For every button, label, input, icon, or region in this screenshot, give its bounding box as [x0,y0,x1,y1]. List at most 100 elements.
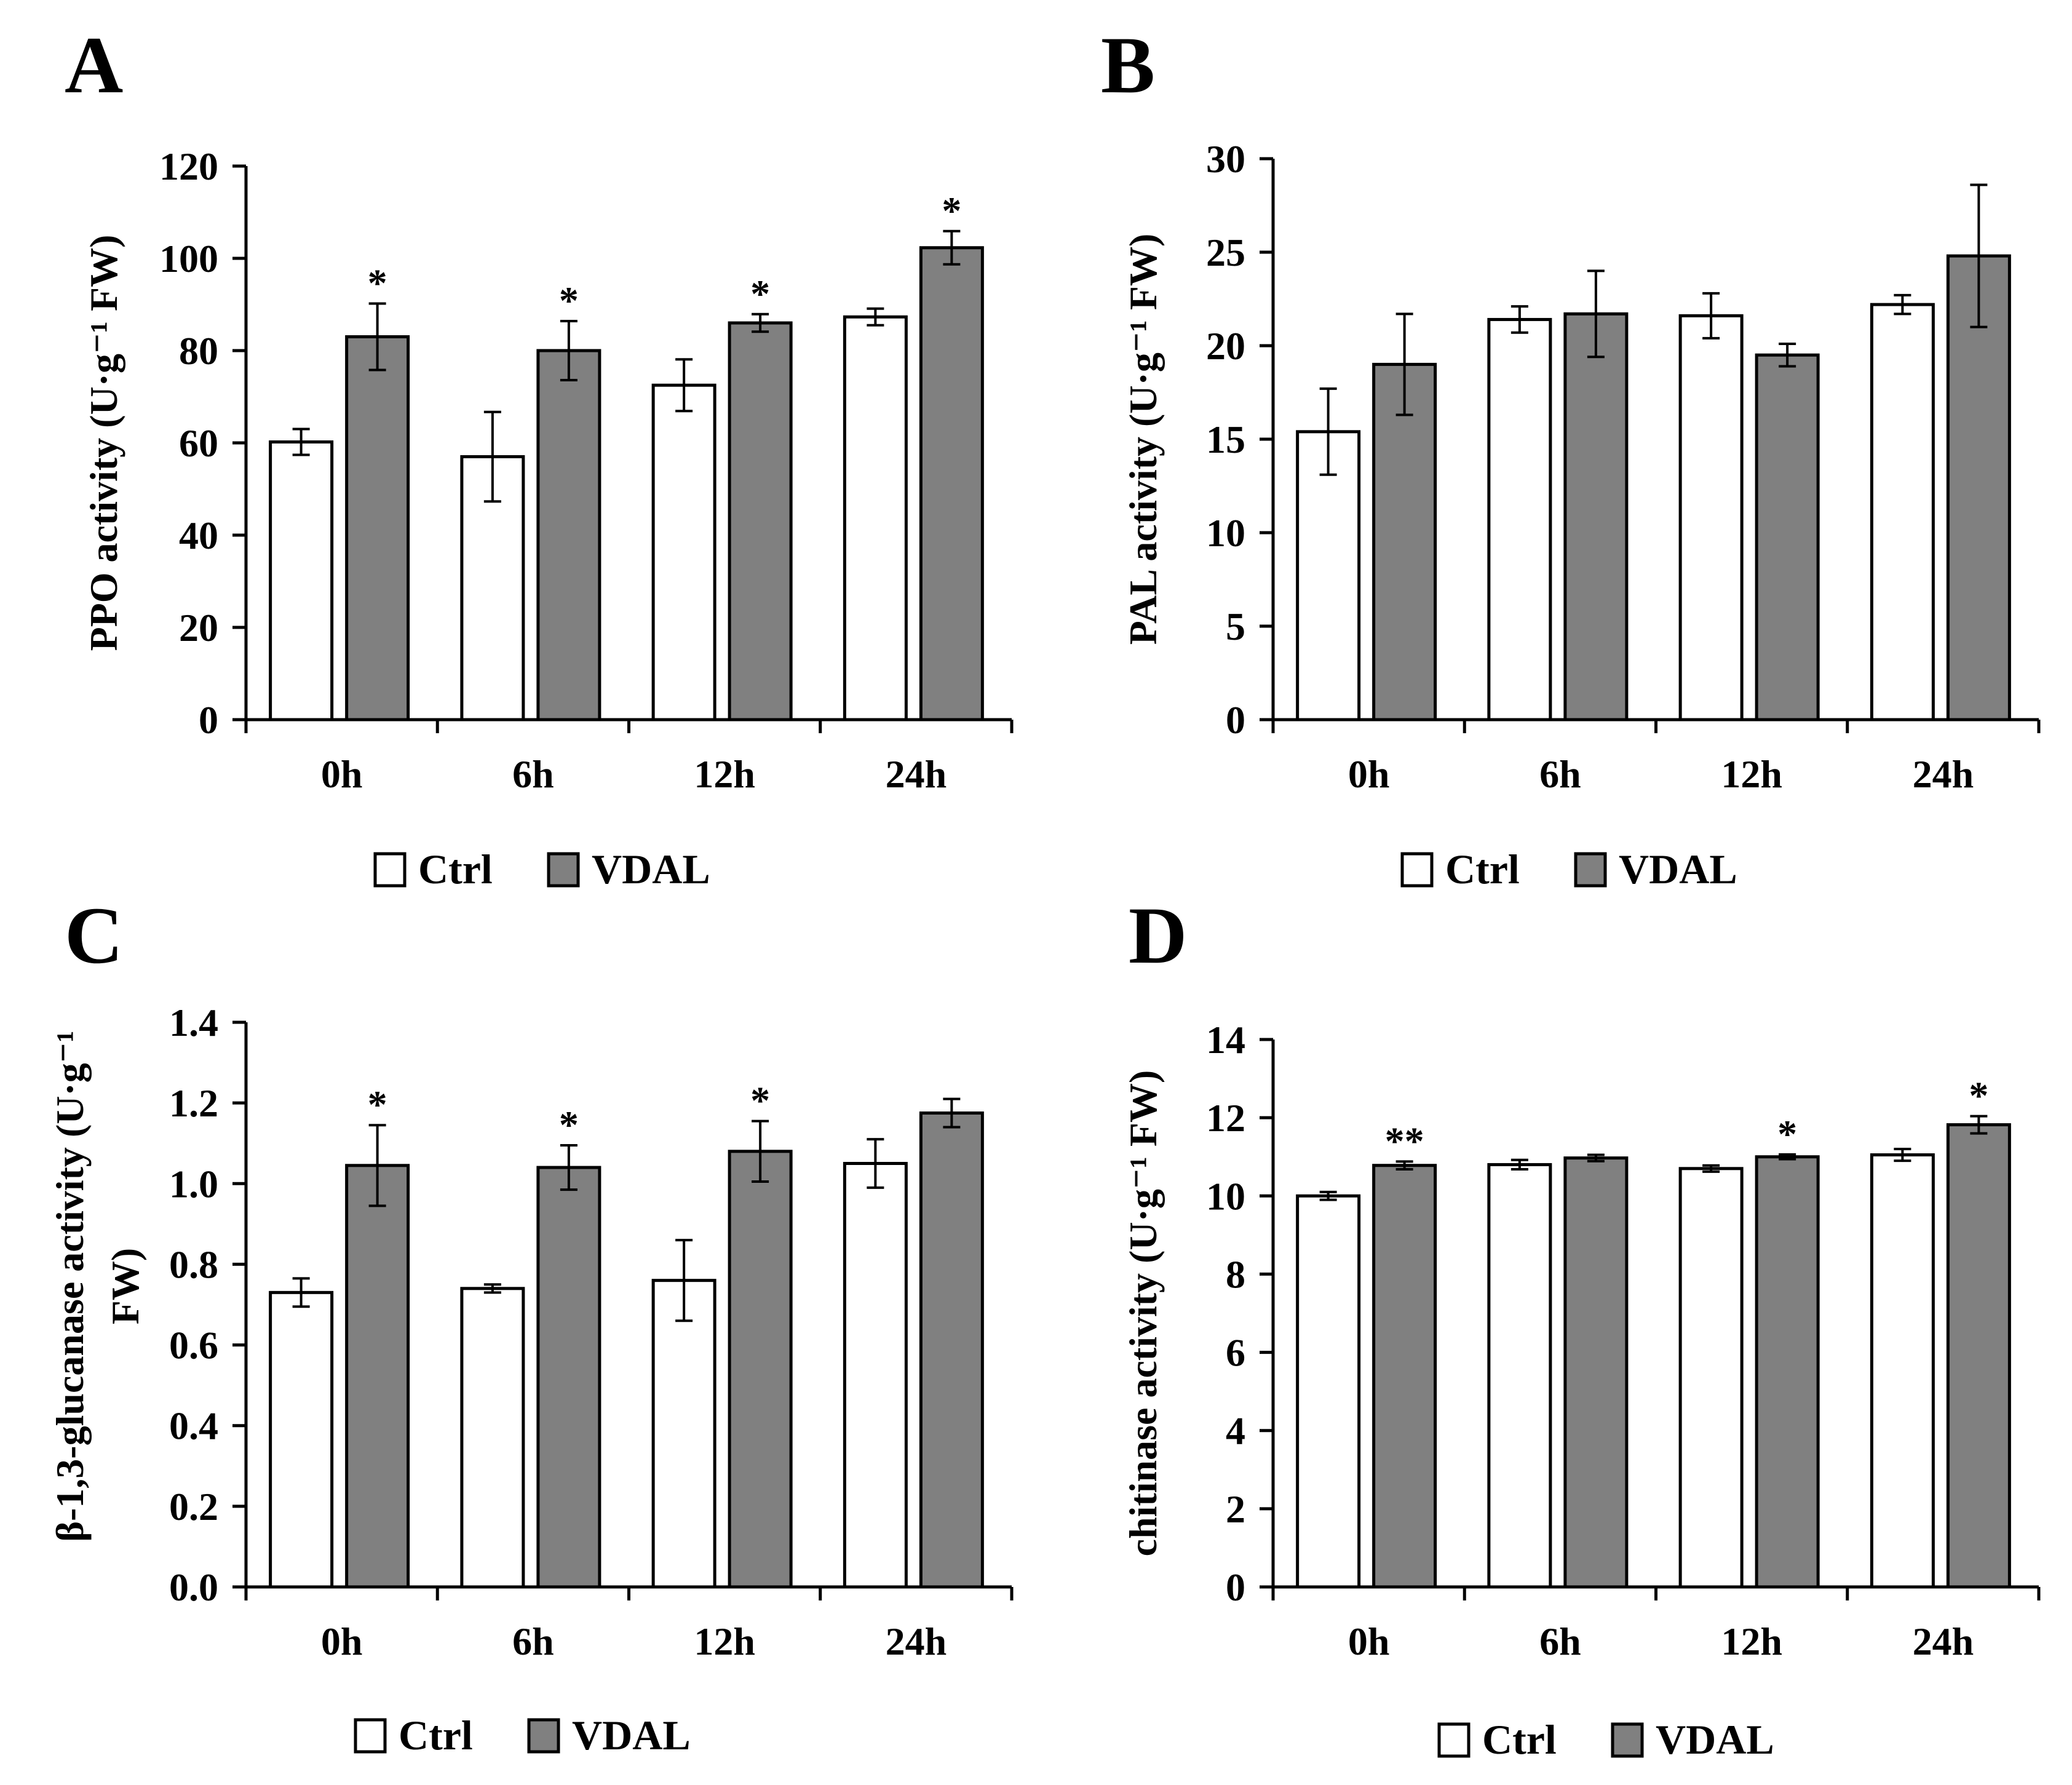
panel-label: C [65,890,123,980]
x-tick-label: 6h [1539,1620,1581,1663]
y-tick-label: 0.0 [169,1565,218,1609]
legend-swatch-ctrl [1437,1722,1471,1758]
x-tick-label: 0h [1348,752,1390,796]
bar-ctrl [460,1287,525,1589]
x-tick-label: 6h [512,752,554,796]
y-tick-label: 14 [1206,1018,1245,1062]
legend: Ctrl VDAL [354,1712,691,1759]
significance-marker: * [559,279,579,322]
bar-vdal [1946,1123,2011,1589]
y-tick-label: 2 [1226,1487,1245,1531]
bar-ctrl [651,383,716,722]
y-tick-label: 40 [179,514,218,557]
y-tick-label: 80 [179,329,218,373]
y-tick-label: 1.2 [169,1081,218,1125]
y-tick-label: 10 [1206,511,1245,555]
y-tick-label: 30 [1206,137,1245,181]
x-tick-label: 24h [886,752,947,796]
bar-ctrl [1487,317,1552,722]
y-axis-title: chitinase activity (U·g⁻¹ FW) [1121,1070,1165,1557]
bar-vdal [1755,353,1820,722]
y-tick-label: 0 [1226,698,1245,742]
y-tick-label: 1.0 [169,1162,218,1206]
legend-swatch-ctrl [1400,852,1434,888]
panel-label: A [65,20,123,110]
legend-swatch-vdal [1611,1722,1644,1758]
bar-ctrl [269,440,334,722]
x-tick-label: 6h [1539,752,1581,796]
legend-label-ctrl: Ctrl [1445,846,1520,892]
bar-ctrl [843,1162,908,1589]
bar-ctrl [651,1279,716,1589]
legend-swatch-ctrl [373,852,407,888]
legend-swatch-vdal [1574,852,1607,888]
y-axis-title: PPO activity (U·g⁻¹ FW) [82,235,125,651]
y-tick-label: 10 [1206,1174,1245,1218]
y-tick-label: 20 [179,606,218,650]
y-tick-label: 0 [199,698,218,742]
legend-label-ctrl: Ctrl [399,1712,473,1759]
chart-panel-b: B 0 5 10 15 20 25 30 0h 6h 12h 24h PAL activity (U·g… [1101,20,2041,892]
y-tick-label: 1.4 [169,1001,218,1044]
y-tick-label: 100 [159,237,218,280]
bar-vdal [1563,312,1629,722]
significance-marker: ** [1385,1119,1424,1163]
significance-marker: * [942,189,961,233]
x-tick-label: 12h [1721,1620,1782,1663]
significance-marker: * [368,261,387,305]
bar-ctrl [269,1290,334,1589]
x-tick-label: 0h [321,752,363,796]
y-tick-label: 4 [1226,1409,1245,1453]
significance-marker: * [368,1083,387,1126]
legend-label-vdal: VDAL [1656,1716,1774,1763]
x-tick-label: 0h [321,1620,363,1663]
bar-vdal [536,349,601,722]
bar-ctrl [1296,1194,1361,1589]
significance-marker: * [750,272,770,316]
bar-vdal [1563,1156,1629,1589]
x-tick-label: 24h [886,1620,947,1663]
bar-ctrl [1870,303,1935,722]
y-tick-label: 0.2 [169,1485,218,1529]
bar-ctrl [1678,314,1744,722]
x-tick-label: 0h [1348,1620,1390,1663]
y-axis-title: PAL activity (U·g⁻¹ FW) [1121,234,1165,645]
y-axis-title-line2: FW) [103,1248,147,1324]
legend-label-vdal: VDAL [1619,846,1737,892]
bar-ctrl [1487,1163,1552,1589]
bar-vdal [536,1166,601,1589]
legend-label-vdal: VDAL [572,1712,691,1759]
y-tick-label: 15 [1206,418,1245,461]
legend-label-ctrl: Ctrl [418,846,493,892]
y-tick-label: 20 [1206,324,1245,368]
significance-marker: * [1777,1112,1797,1156]
bar-ctrl [1870,1153,1935,1589]
legend-swatch-ctrl [354,1718,387,1754]
legend-label-ctrl: Ctrl [1482,1716,1557,1763]
significance-marker: * [1969,1074,1988,1118]
bar-vdal [1755,1155,1820,1589]
x-tick-label: 24h [1913,752,1974,796]
x-tick-label: 12h [694,1620,755,1663]
bar-vdal [728,1150,793,1589]
y-tick-label: 5 [1226,605,1245,648]
y-tick-label: 25 [1206,231,1245,274]
bar-vdal [919,1111,984,1589]
y-tick-label: 0 [1226,1565,1245,1609]
x-tick-label: 24h [1913,1620,1974,1663]
legend: Ctrl VDAL [1400,846,1737,892]
y-tick-label: 6 [1226,1331,1245,1375]
legend: Ctrl VDAL [1437,1716,1774,1763]
x-tick-label: 6h [512,1620,554,1663]
legend-swatch-vdal [527,1718,560,1754]
bar-vdal [1946,254,2011,722]
y-tick-label: 8 [1226,1252,1245,1296]
significance-marker: * [750,1079,770,1123]
bar-vdal [1372,362,1437,722]
y-tick-label: 120 [159,145,218,188]
y-tick-label: 0.6 [169,1324,218,1367]
chart-panel-a: A 0 20 40 60 80 100 120 0h 6h 12h 24h * * * * PPO activi… [65,20,1014,892]
y-axis-title: β-1,3-glucanase activity (U·g⁻¹ [48,1030,92,1541]
legend-swatch-vdal [547,852,580,888]
